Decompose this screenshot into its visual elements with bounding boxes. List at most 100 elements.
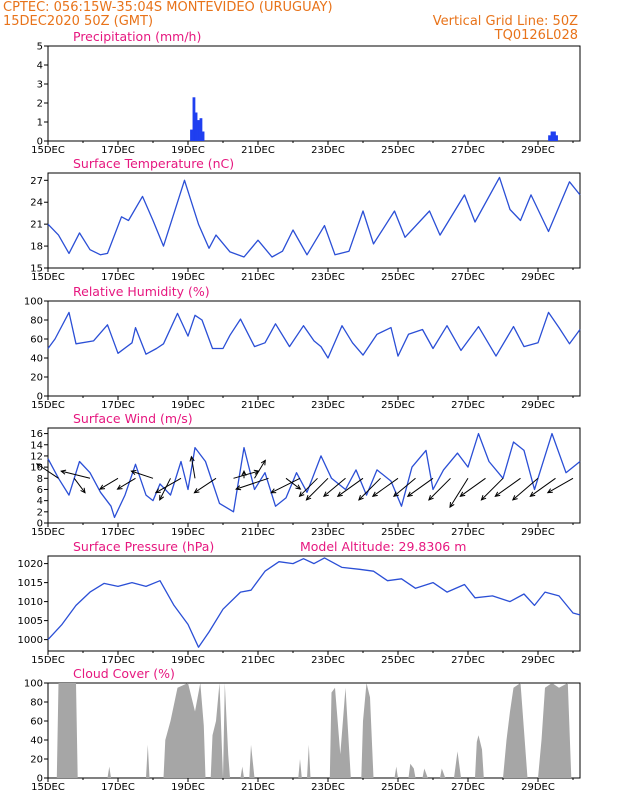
y-tick-label: 10 [30,463,43,474]
wind-arrow-head [295,484,302,490]
wind-arrow [428,477,451,501]
x-tick-label: 15DEC [31,655,65,666]
wind-arrow-shaft [337,477,364,497]
x-tick-label: 27DEC [451,527,485,538]
y-tick-label: 1015 [18,578,43,589]
wind-arrow [529,477,556,497]
wind-arrow [35,463,59,479]
x-tick-label: 17DEC [101,655,135,666]
wind-arrow-head [159,494,165,501]
x-tick-label: 27DEC [451,782,485,793]
x-tick-label: 19DEC [171,527,205,538]
wind-arrow [358,477,381,501]
x-tick-label: 25DEC [381,782,415,793]
panel-title-wind: Surface Wind (m/s) [73,411,193,426]
header-location: CPTEC: 056:15W-35:04S MONTEVIDEO (URUGUA… [3,0,333,15]
series-line [47,176,581,258]
x-tick-label: 15DEC [31,782,65,793]
y-tick-label: 12 [30,451,43,462]
y-tick-label: 1000 [18,635,43,646]
wind-arrow-shaft [285,477,301,490]
x-tick-label: 27DEC [451,655,485,666]
wind-arrow-head [546,488,553,494]
x-tick-label: 17DEC [101,782,135,793]
x-tick-label: 23DEC [311,400,345,411]
wind-arrow-shaft [449,478,469,508]
wind-arrow-head [305,495,312,501]
wind-arrow [60,469,91,479]
wind-arrow-head [480,495,487,501]
wind-arrow [154,477,182,494]
wind-vector-layer [35,455,574,509]
x-tick-label: 25DEC [381,655,415,666]
y-tick-label: 8 [37,474,43,485]
x-tick-label: 27DEC [451,272,485,283]
precip-bar [550,131,554,141]
x-tick-label: 23DEC [311,655,345,666]
x-tick-label: 23DEC [311,145,345,156]
wind-arrow-head [323,491,329,498]
wind-arrow [270,477,301,494]
x-tick-label: 19DEC [171,272,205,283]
wind-arrow [406,477,434,497]
y-tick-label: 15 [30,264,43,275]
wind-arrow [323,477,346,498]
header-grid-line: Vertical Grid Line: 50Z [433,14,578,29]
precip-bar [555,135,558,141]
x-tick-label: 27DEC [451,400,485,411]
wind-arrow [235,477,269,491]
wind-arrow [73,477,86,494]
wind-arrow-head [406,491,413,497]
wind-arrow-head [241,469,247,476]
wind-arrow-head [494,491,501,497]
x-tick-label: 19DEC [171,655,205,666]
wind-arrow-head [189,455,195,462]
panel-cloud-cover: Cloud Cover (%) 0 20 40 60 80 100 15DEC 17DEC 19… [24,666,581,793]
y-tick-label: 18 [30,242,43,253]
wind-arrow-shaft [512,477,539,501]
panel-title-temperature: Surface Temperature (nC) [73,156,234,171]
wind-arrow [285,477,302,490]
y-tick-label: 6 [37,485,43,496]
y-tick-label: 60 [30,717,43,728]
x-tick-label: 25DEC [381,272,415,283]
wind-arrow-head [154,488,161,494]
x-tick-label: 15DEC [31,145,65,156]
series-line [47,311,581,359]
x-tick-label: 29DEC [521,145,555,156]
wind-arrow-head [428,495,434,501]
y-tick-label: 80 [30,316,43,327]
model-altitude-annotation: Model Altitude: 29.8306 m [300,539,466,554]
wind-arrow-shaft [194,477,217,494]
wind-arrow-shaft [254,460,266,479]
plot-frame [47,427,581,524]
x-tick-label: 29DEC [521,782,555,793]
wind-arrow [459,477,486,497]
x-tick-label: 21DEC [241,782,275,793]
y-tick-label: 0 [37,519,43,530]
plot-frame [47,172,581,269]
wind-arrow [189,455,196,479]
y-tick-label: 20 [30,755,43,766]
x-tick-label: 15DEC [31,272,65,283]
wind-arrow [193,477,217,494]
panel-title-pressure: Surface Pressure (hPa) [73,539,214,554]
x-tick-label: 19DEC [171,400,205,411]
x-tick-label: 17DEC [101,272,135,283]
wind-arrow-head [459,491,466,497]
wind-arrow-shaft [159,478,171,501]
y-tick-label: 5 [37,42,43,53]
x-tick-label: 27DEC [451,145,485,156]
y-tick-label: 20 [30,373,43,384]
x-tick-label: 25DEC [381,145,415,156]
precip-bar [192,97,196,141]
wind-arrow [99,477,119,490]
precip-bar [553,131,556,141]
wind-arrow-head [60,469,67,475]
panel-humidity: Relative Humidity (%) 0 20 40 60 80 100 15DEC 1… [24,284,581,411]
wind-arrow [130,470,154,479]
wind-arrow-head [193,488,200,494]
wind-arrow-shaft [460,477,486,497]
wind-arrow [546,477,574,494]
